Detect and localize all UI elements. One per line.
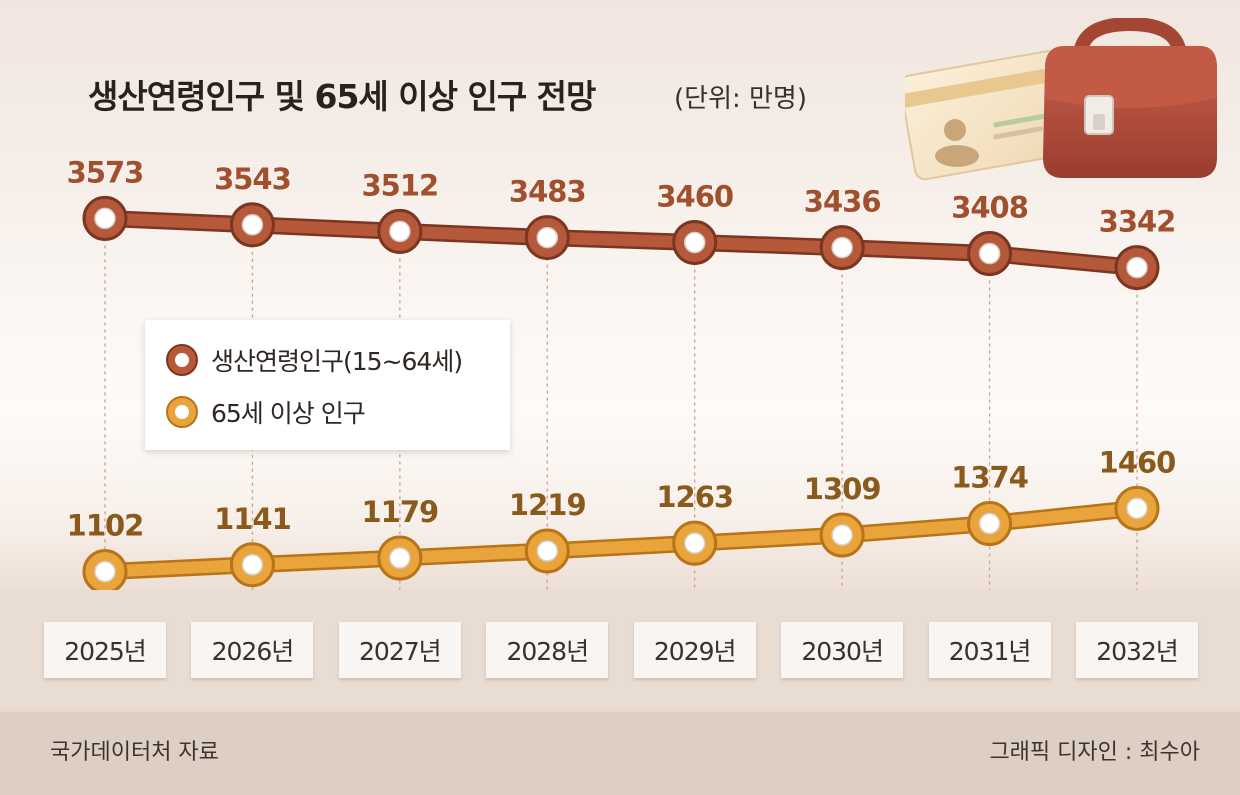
data-label: 1102 xyxy=(67,509,144,543)
data-label: 3342 xyxy=(1099,205,1176,239)
briefcase-icon xyxy=(1043,16,1217,178)
data-label: 3483 xyxy=(509,175,586,209)
data-label: 1309 xyxy=(804,472,881,506)
x-tick-label: 2029년 xyxy=(633,622,756,678)
data-label: 3573 xyxy=(67,155,144,189)
legend-label-elderly: 65세 이상 인구 xyxy=(211,399,366,428)
data-point-center xyxy=(1126,497,1148,520)
illustration xyxy=(899,16,1225,193)
data-point-center xyxy=(683,532,706,554)
series-line-0 xyxy=(99,212,1143,274)
footer: 국가데이터처 자료 그래픽 디자인 : 최수아 xyxy=(0,712,1240,795)
unit-label: (단위: 만명) xyxy=(674,84,807,114)
data-label: 3460 xyxy=(656,179,733,213)
id-card-icon xyxy=(899,50,1074,181)
data-label: 1460 xyxy=(1099,445,1176,479)
data-label: 3543 xyxy=(214,162,291,196)
data-label: 1219 xyxy=(509,488,586,522)
data-point-center xyxy=(94,560,116,583)
x-tick-label: 2031년 xyxy=(928,622,1051,678)
data-point-center xyxy=(831,524,853,546)
data-point-center xyxy=(389,220,411,243)
legend-label-working-age: 생산연령인구(15~64세) xyxy=(211,347,463,376)
data-point-center xyxy=(683,231,706,254)
legend-marker-working-age xyxy=(166,344,198,376)
data-point-center xyxy=(536,540,559,562)
legend-item-working-age: 생산연령인구(15~64세) xyxy=(165,342,463,378)
data-point-center xyxy=(1126,256,1148,279)
data-point-center xyxy=(978,242,1001,265)
data-point-center xyxy=(831,236,853,259)
data-point-center xyxy=(94,207,116,230)
data-point-center xyxy=(241,554,264,576)
x-tick-label: 2025년 xyxy=(44,622,166,678)
data-label: 1263 xyxy=(656,480,733,514)
data-label: 3436 xyxy=(804,185,881,219)
x-tick-label: 2028년 xyxy=(486,622,609,678)
x-tick-label: 2026년 xyxy=(191,622,314,678)
data-label: 1179 xyxy=(361,495,438,529)
data-point-center xyxy=(241,214,264,236)
x-axis-band xyxy=(0,590,1240,710)
data-point-center xyxy=(389,547,411,569)
data-point-center xyxy=(978,512,1001,535)
data-label: 3512 xyxy=(361,168,438,202)
x-tick-label: 2027년 xyxy=(338,622,461,678)
x-tick-label: 2030년 xyxy=(781,622,904,678)
legend: 생산연령인구(15~64세) 65세 이상 인구 xyxy=(145,320,510,450)
data-point-center xyxy=(536,226,559,249)
data-label: 3408 xyxy=(951,191,1028,225)
legend-marker-elderly xyxy=(166,396,198,428)
source-note: 국가데이터처 자료 xyxy=(50,740,219,765)
data-label: 1374 xyxy=(951,461,1028,495)
legend-item-elderly: 65세 이상 인구 xyxy=(165,394,366,430)
data-label: 1141 xyxy=(214,502,291,536)
design-credit: 그래픽 디자인 : 최수아 xyxy=(989,740,1200,765)
x-tick-label: 2032년 xyxy=(1076,622,1198,678)
chart-title: 생산연령인구 및 65세 이상 인구 전망 xyxy=(88,77,596,116)
series-line-1 xyxy=(99,502,1143,578)
